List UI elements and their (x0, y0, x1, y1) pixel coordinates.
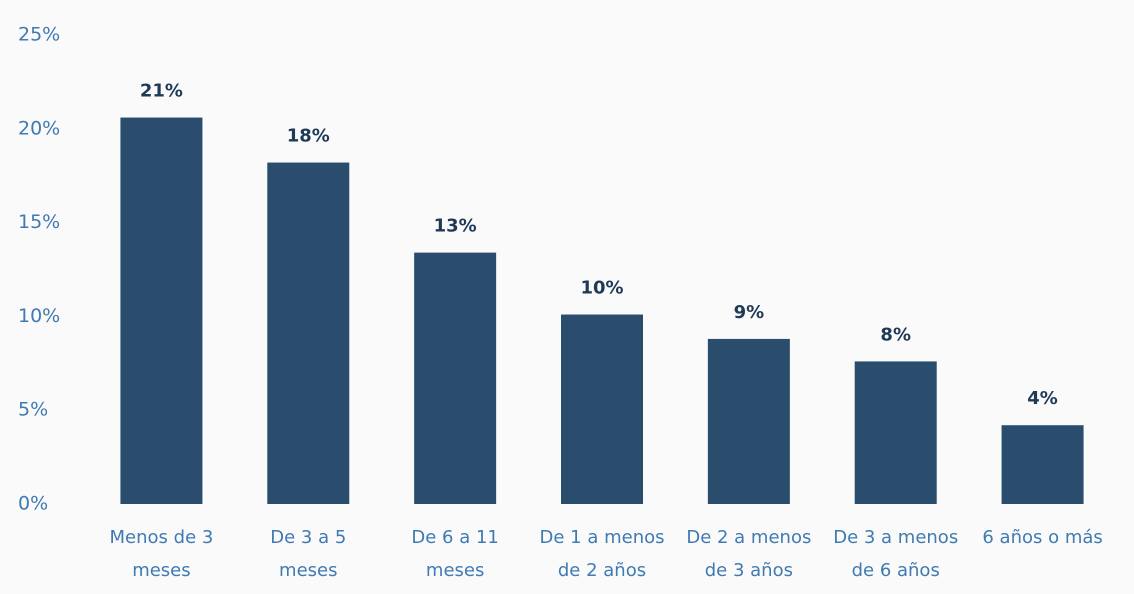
x-tick-label: De 6 a 11 (411, 527, 499, 548)
y-tick-label: 5% (18, 399, 48, 421)
y-tick-label: 25% (18, 24, 60, 46)
bar (854, 361, 937, 504)
x-tick-label: meses (132, 560, 190, 581)
x-tick-label: meses (426, 560, 484, 581)
bar (120, 117, 203, 504)
value-label: 21% (140, 81, 183, 102)
x-tick-label: De 3 a 5 (270, 527, 346, 548)
value-label: 8% (880, 324, 911, 345)
value-label: 13% (434, 216, 477, 237)
x-tick-label: De 1 a menos (540, 527, 665, 548)
x-tick-label: meses (279, 560, 337, 581)
x-tick-label: de 3 años (705, 560, 793, 581)
y-tick-label: 0% (18, 493, 48, 515)
value-label: 9% (734, 302, 765, 323)
value-label: 10% (580, 278, 623, 299)
x-tick-label: de 6 años (852, 560, 940, 581)
x-tick-label: 6 años o más (982, 527, 1102, 548)
bar (561, 314, 643, 504)
x-tick-label: Menos de 3 (110, 527, 214, 548)
y-tick-label: 20% (18, 117, 60, 139)
bar (707, 338, 790, 504)
bar (414, 252, 497, 504)
value-label: 4% (1027, 388, 1058, 409)
y-tick-label: 10% (18, 305, 60, 327)
value-label: 18% (287, 126, 330, 147)
bar (1001, 425, 1084, 504)
y-tick-label: 15% (18, 211, 60, 233)
x-tick-label: de 2 años (558, 560, 646, 581)
x-tick-label: De 2 a menos (686, 527, 811, 548)
x-tick-label: De 3 a menos (833, 527, 958, 548)
bar (267, 162, 350, 504)
